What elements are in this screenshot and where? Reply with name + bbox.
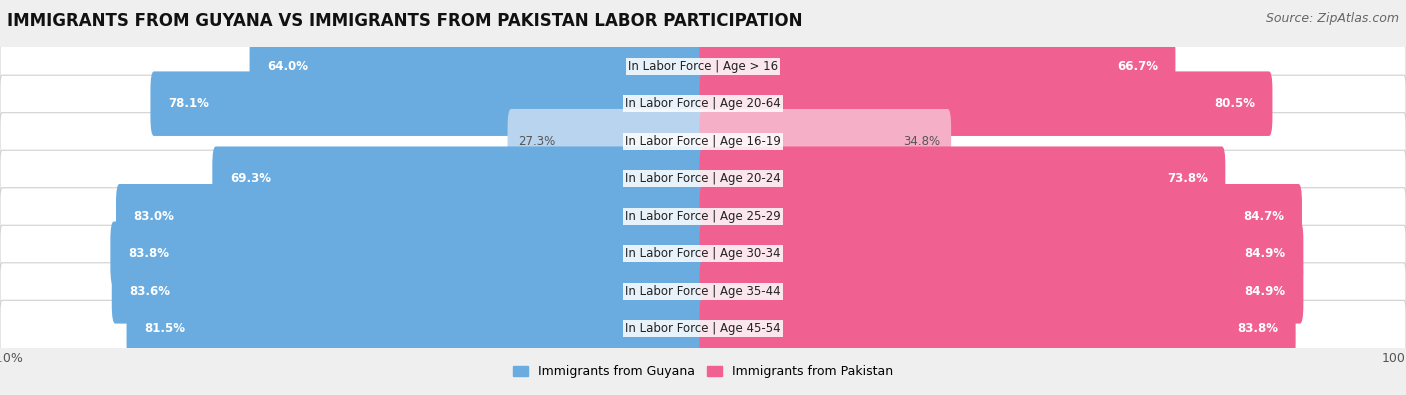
Text: 80.5%: 80.5% — [1213, 97, 1256, 110]
FancyBboxPatch shape — [0, 75, 1406, 132]
FancyBboxPatch shape — [0, 113, 1406, 170]
Text: In Labor Force | Age 35-44: In Labor Force | Age 35-44 — [626, 285, 780, 298]
FancyBboxPatch shape — [127, 297, 707, 361]
Text: In Labor Force | Age 30-34: In Labor Force | Age 30-34 — [626, 247, 780, 260]
Text: 83.8%: 83.8% — [1237, 322, 1278, 335]
Text: 66.7%: 66.7% — [1116, 60, 1159, 73]
Text: 81.5%: 81.5% — [145, 322, 186, 335]
Text: IMMIGRANTS FROM GUYANA VS IMMIGRANTS FROM PAKISTAN LABOR PARTICIPATION: IMMIGRANTS FROM GUYANA VS IMMIGRANTS FRO… — [7, 12, 803, 30]
FancyBboxPatch shape — [150, 71, 707, 136]
FancyBboxPatch shape — [700, 109, 952, 173]
FancyBboxPatch shape — [700, 259, 1303, 324]
Text: Source: ZipAtlas.com: Source: ZipAtlas.com — [1265, 12, 1399, 25]
FancyBboxPatch shape — [0, 38, 1406, 95]
Text: 73.8%: 73.8% — [1167, 172, 1208, 185]
Text: 83.8%: 83.8% — [128, 247, 169, 260]
FancyBboxPatch shape — [115, 184, 707, 248]
FancyBboxPatch shape — [0, 225, 1406, 282]
FancyBboxPatch shape — [111, 222, 707, 286]
Text: 83.6%: 83.6% — [129, 285, 170, 298]
FancyBboxPatch shape — [508, 109, 707, 173]
Legend: Immigrants from Guyana, Immigrants from Pakistan: Immigrants from Guyana, Immigrants from … — [508, 360, 898, 384]
Text: In Labor Force | Age 25-29: In Labor Force | Age 25-29 — [626, 210, 780, 223]
FancyBboxPatch shape — [700, 147, 1226, 211]
FancyBboxPatch shape — [700, 71, 1272, 136]
FancyBboxPatch shape — [212, 147, 707, 211]
Text: 83.0%: 83.0% — [134, 210, 174, 223]
Text: 78.1%: 78.1% — [169, 97, 209, 110]
Text: 27.3%: 27.3% — [517, 135, 555, 148]
Text: 84.9%: 84.9% — [1244, 285, 1286, 298]
FancyBboxPatch shape — [0, 150, 1406, 207]
Text: In Labor Force | Age 45-54: In Labor Force | Age 45-54 — [626, 322, 780, 335]
Text: 69.3%: 69.3% — [231, 172, 271, 185]
Text: 64.0%: 64.0% — [267, 60, 308, 73]
Text: In Labor Force | Age 20-64: In Labor Force | Age 20-64 — [626, 97, 780, 110]
FancyBboxPatch shape — [0, 263, 1406, 320]
Text: In Labor Force | Age 16-19: In Labor Force | Age 16-19 — [626, 135, 780, 148]
Text: 84.9%: 84.9% — [1244, 247, 1286, 260]
Text: In Labor Force | Age 20-24: In Labor Force | Age 20-24 — [626, 172, 780, 185]
FancyBboxPatch shape — [700, 222, 1303, 286]
Text: 84.7%: 84.7% — [1243, 210, 1285, 223]
FancyBboxPatch shape — [250, 34, 707, 98]
FancyBboxPatch shape — [700, 184, 1302, 248]
Text: In Labor Force | Age > 16: In Labor Force | Age > 16 — [628, 60, 778, 73]
FancyBboxPatch shape — [700, 34, 1175, 98]
Text: 34.8%: 34.8% — [904, 135, 941, 148]
FancyBboxPatch shape — [0, 188, 1406, 245]
FancyBboxPatch shape — [700, 297, 1296, 361]
FancyBboxPatch shape — [0, 300, 1406, 357]
FancyBboxPatch shape — [112, 259, 707, 324]
